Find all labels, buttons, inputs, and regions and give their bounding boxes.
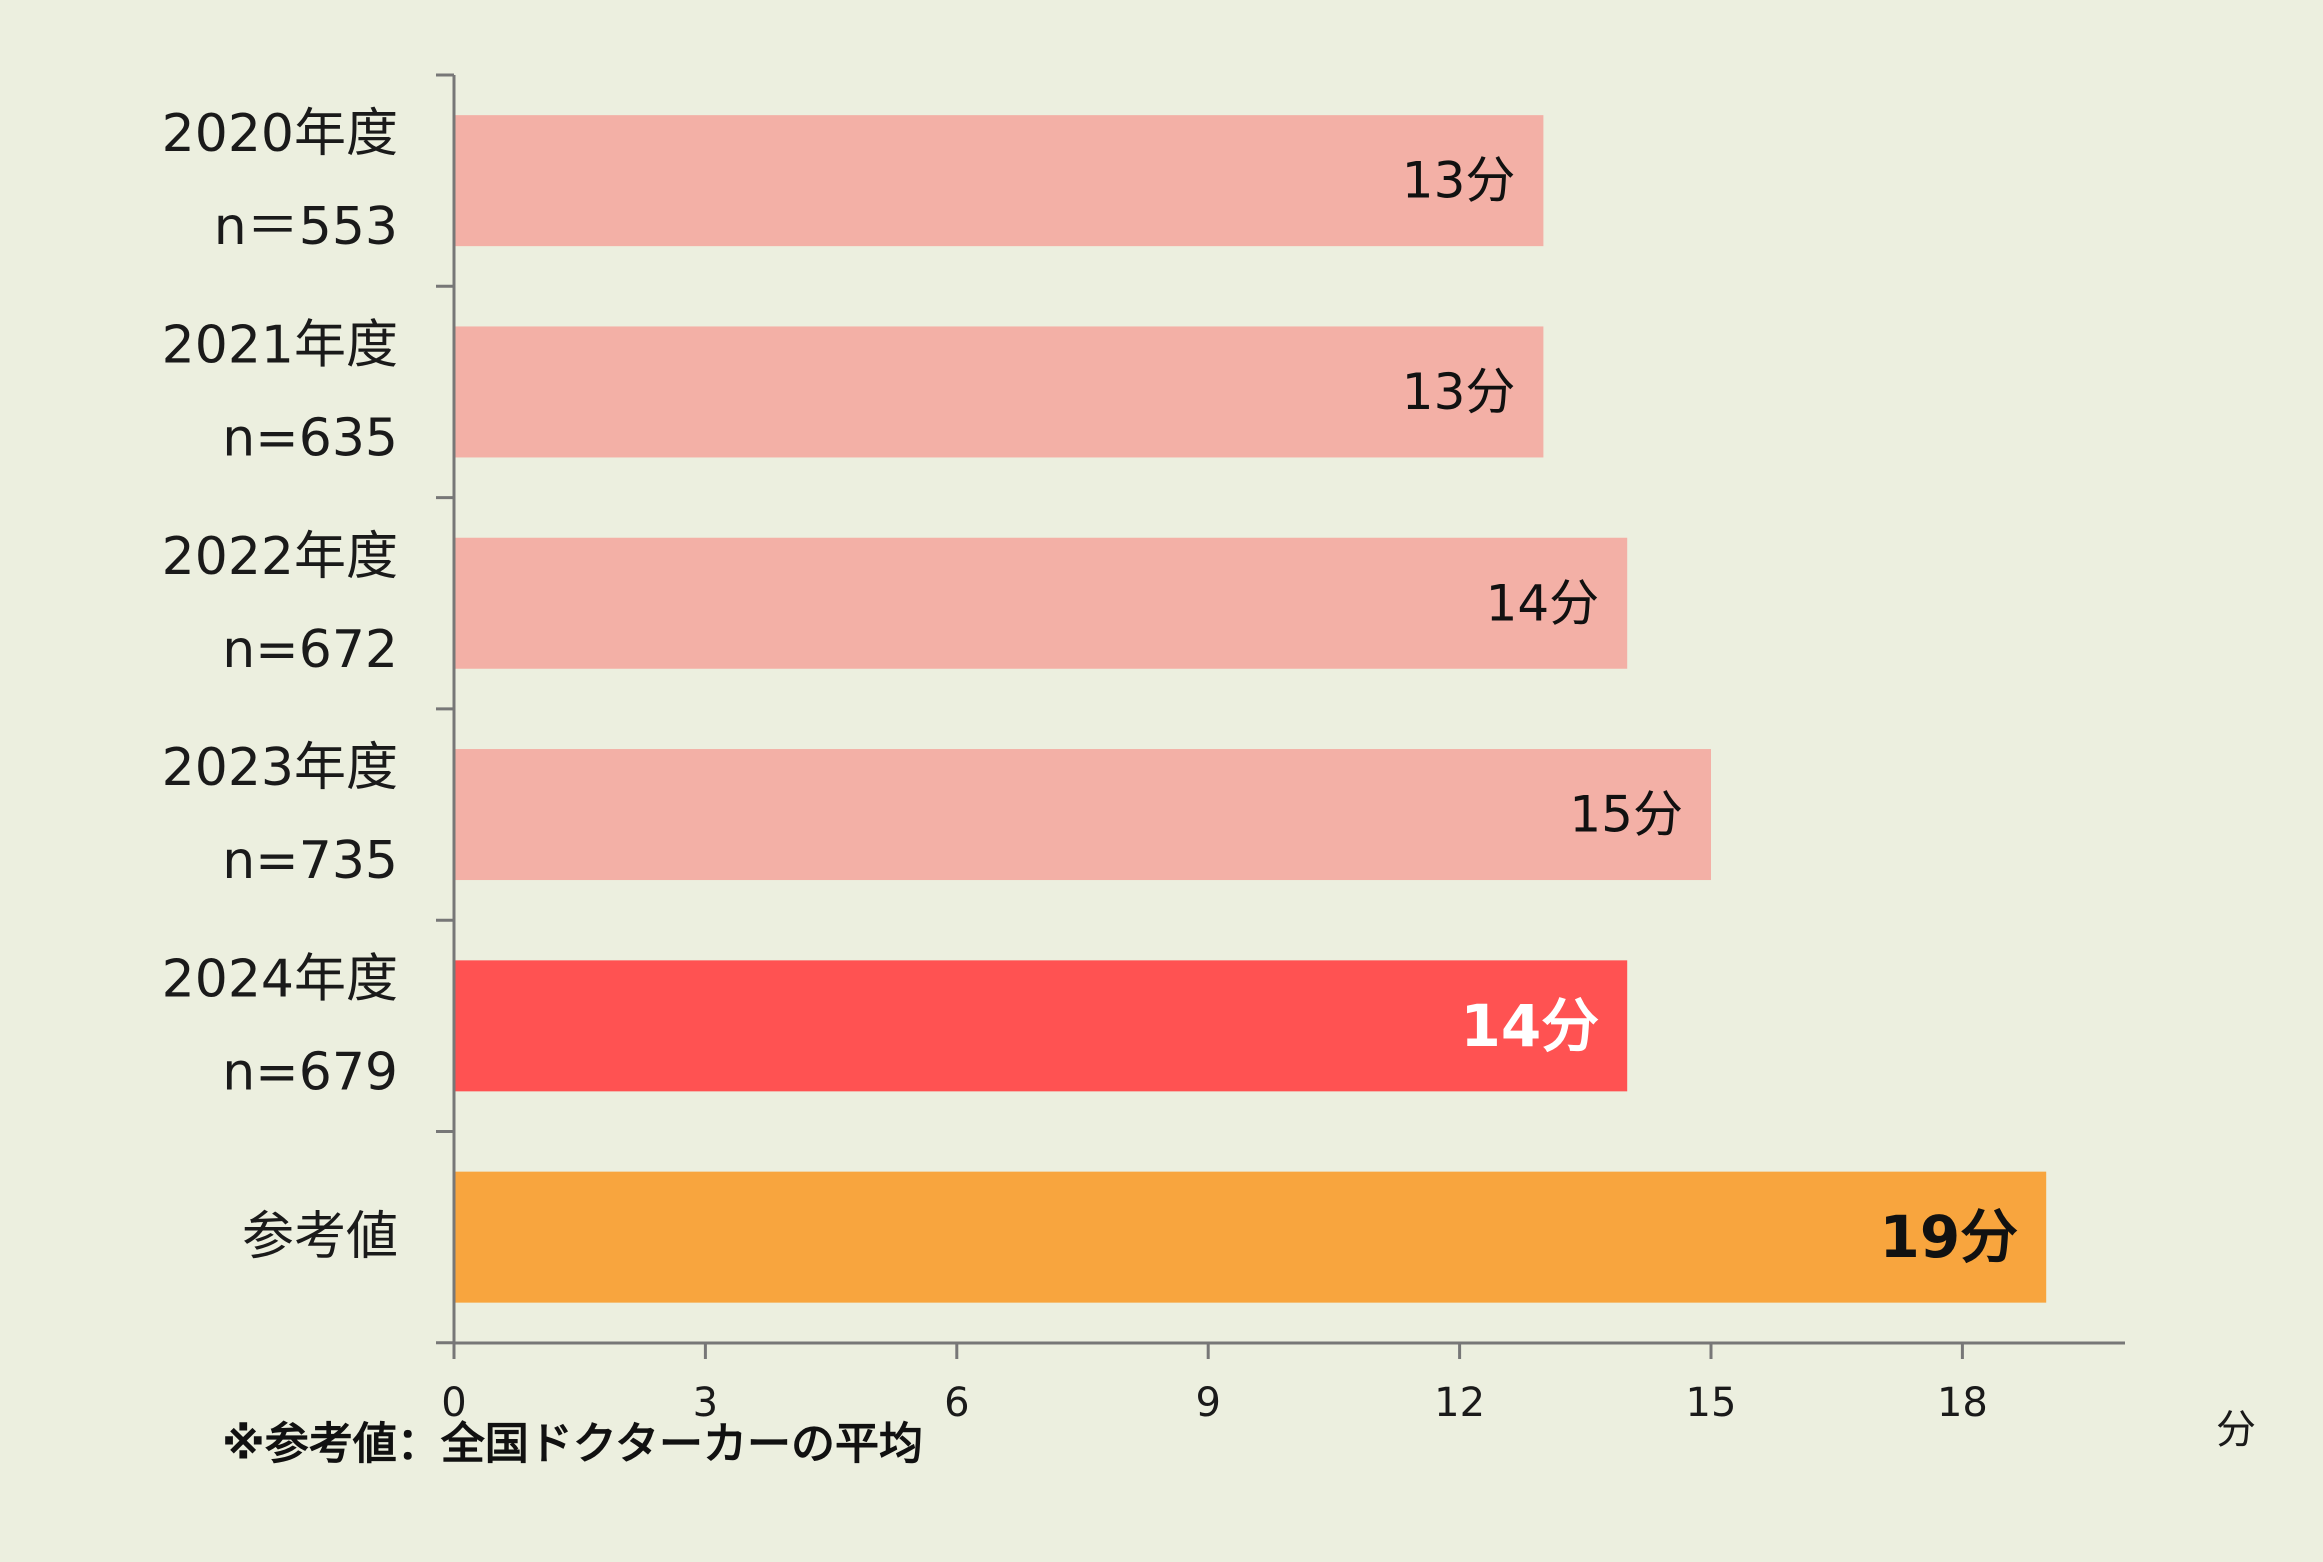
bar-value-label: 14分 <box>1460 992 1599 1060</box>
category-label: n=672 <box>222 620 398 680</box>
category-label: 2022年度 <box>162 527 398 587</box>
bar-value-label: 15分 <box>1569 786 1683 844</box>
x-tick-label: 6 <box>944 1380 969 1426</box>
category-label: 参考値 <box>242 1207 398 1267</box>
bar-value-label: 19分 <box>1879 1203 2018 1271</box>
bar <box>455 537 1628 669</box>
category-label: 2024年度 <box>162 949 398 1009</box>
bar-value-label: 13分 <box>1402 152 1516 210</box>
x-tick-label: 9 <box>1195 1380 1220 1426</box>
bar <box>455 326 1544 458</box>
bar <box>455 115 1544 247</box>
x-axis-ticks: 0 3 6 9 12 15 18 <box>441 1343 1988 1426</box>
x-tick-label: 12 <box>1434 1380 1485 1426</box>
bar-value-label: 13分 <box>1402 363 1516 421</box>
category-label: 2021年度 <box>162 315 398 375</box>
bar-value-labels: 13分 13分 14分 15分 14分 19分 <box>1402 152 2018 1272</box>
footnote: ※参考値：全国ドクターカーの平均 <box>222 1419 923 1470</box>
category-label: n=735 <box>222 831 398 891</box>
x-tick-label: 15 <box>1686 1380 1737 1426</box>
category-label: n=679 <box>222 1042 398 1102</box>
category-labels: 2020年度 n＝553 2021年度 n=635 2022年度 n=672 2023年度 n… <box>162 104 398 1267</box>
x-axis-unit-label: 分 <box>2216 1407 2256 1453</box>
x-tick-label: 3 <box>693 1380 718 1426</box>
y-axis-ticks <box>436 73 454 1345</box>
x-tick-label: 0 <box>441 1380 466 1426</box>
category-label: n＝553 <box>214 197 398 257</box>
bars <box>455 115 2047 1303</box>
bar <box>455 749 1711 881</box>
x-tick-label: 18 <box>1937 1380 1988 1426</box>
bar <box>455 1171 2047 1303</box>
category-label: n=635 <box>222 408 398 468</box>
category-label: 2023年度 <box>162 738 398 798</box>
category-label: 2020年度 <box>162 104 398 164</box>
bar-value-label: 14分 <box>1486 574 1600 632</box>
bar <box>455 960 1628 1092</box>
